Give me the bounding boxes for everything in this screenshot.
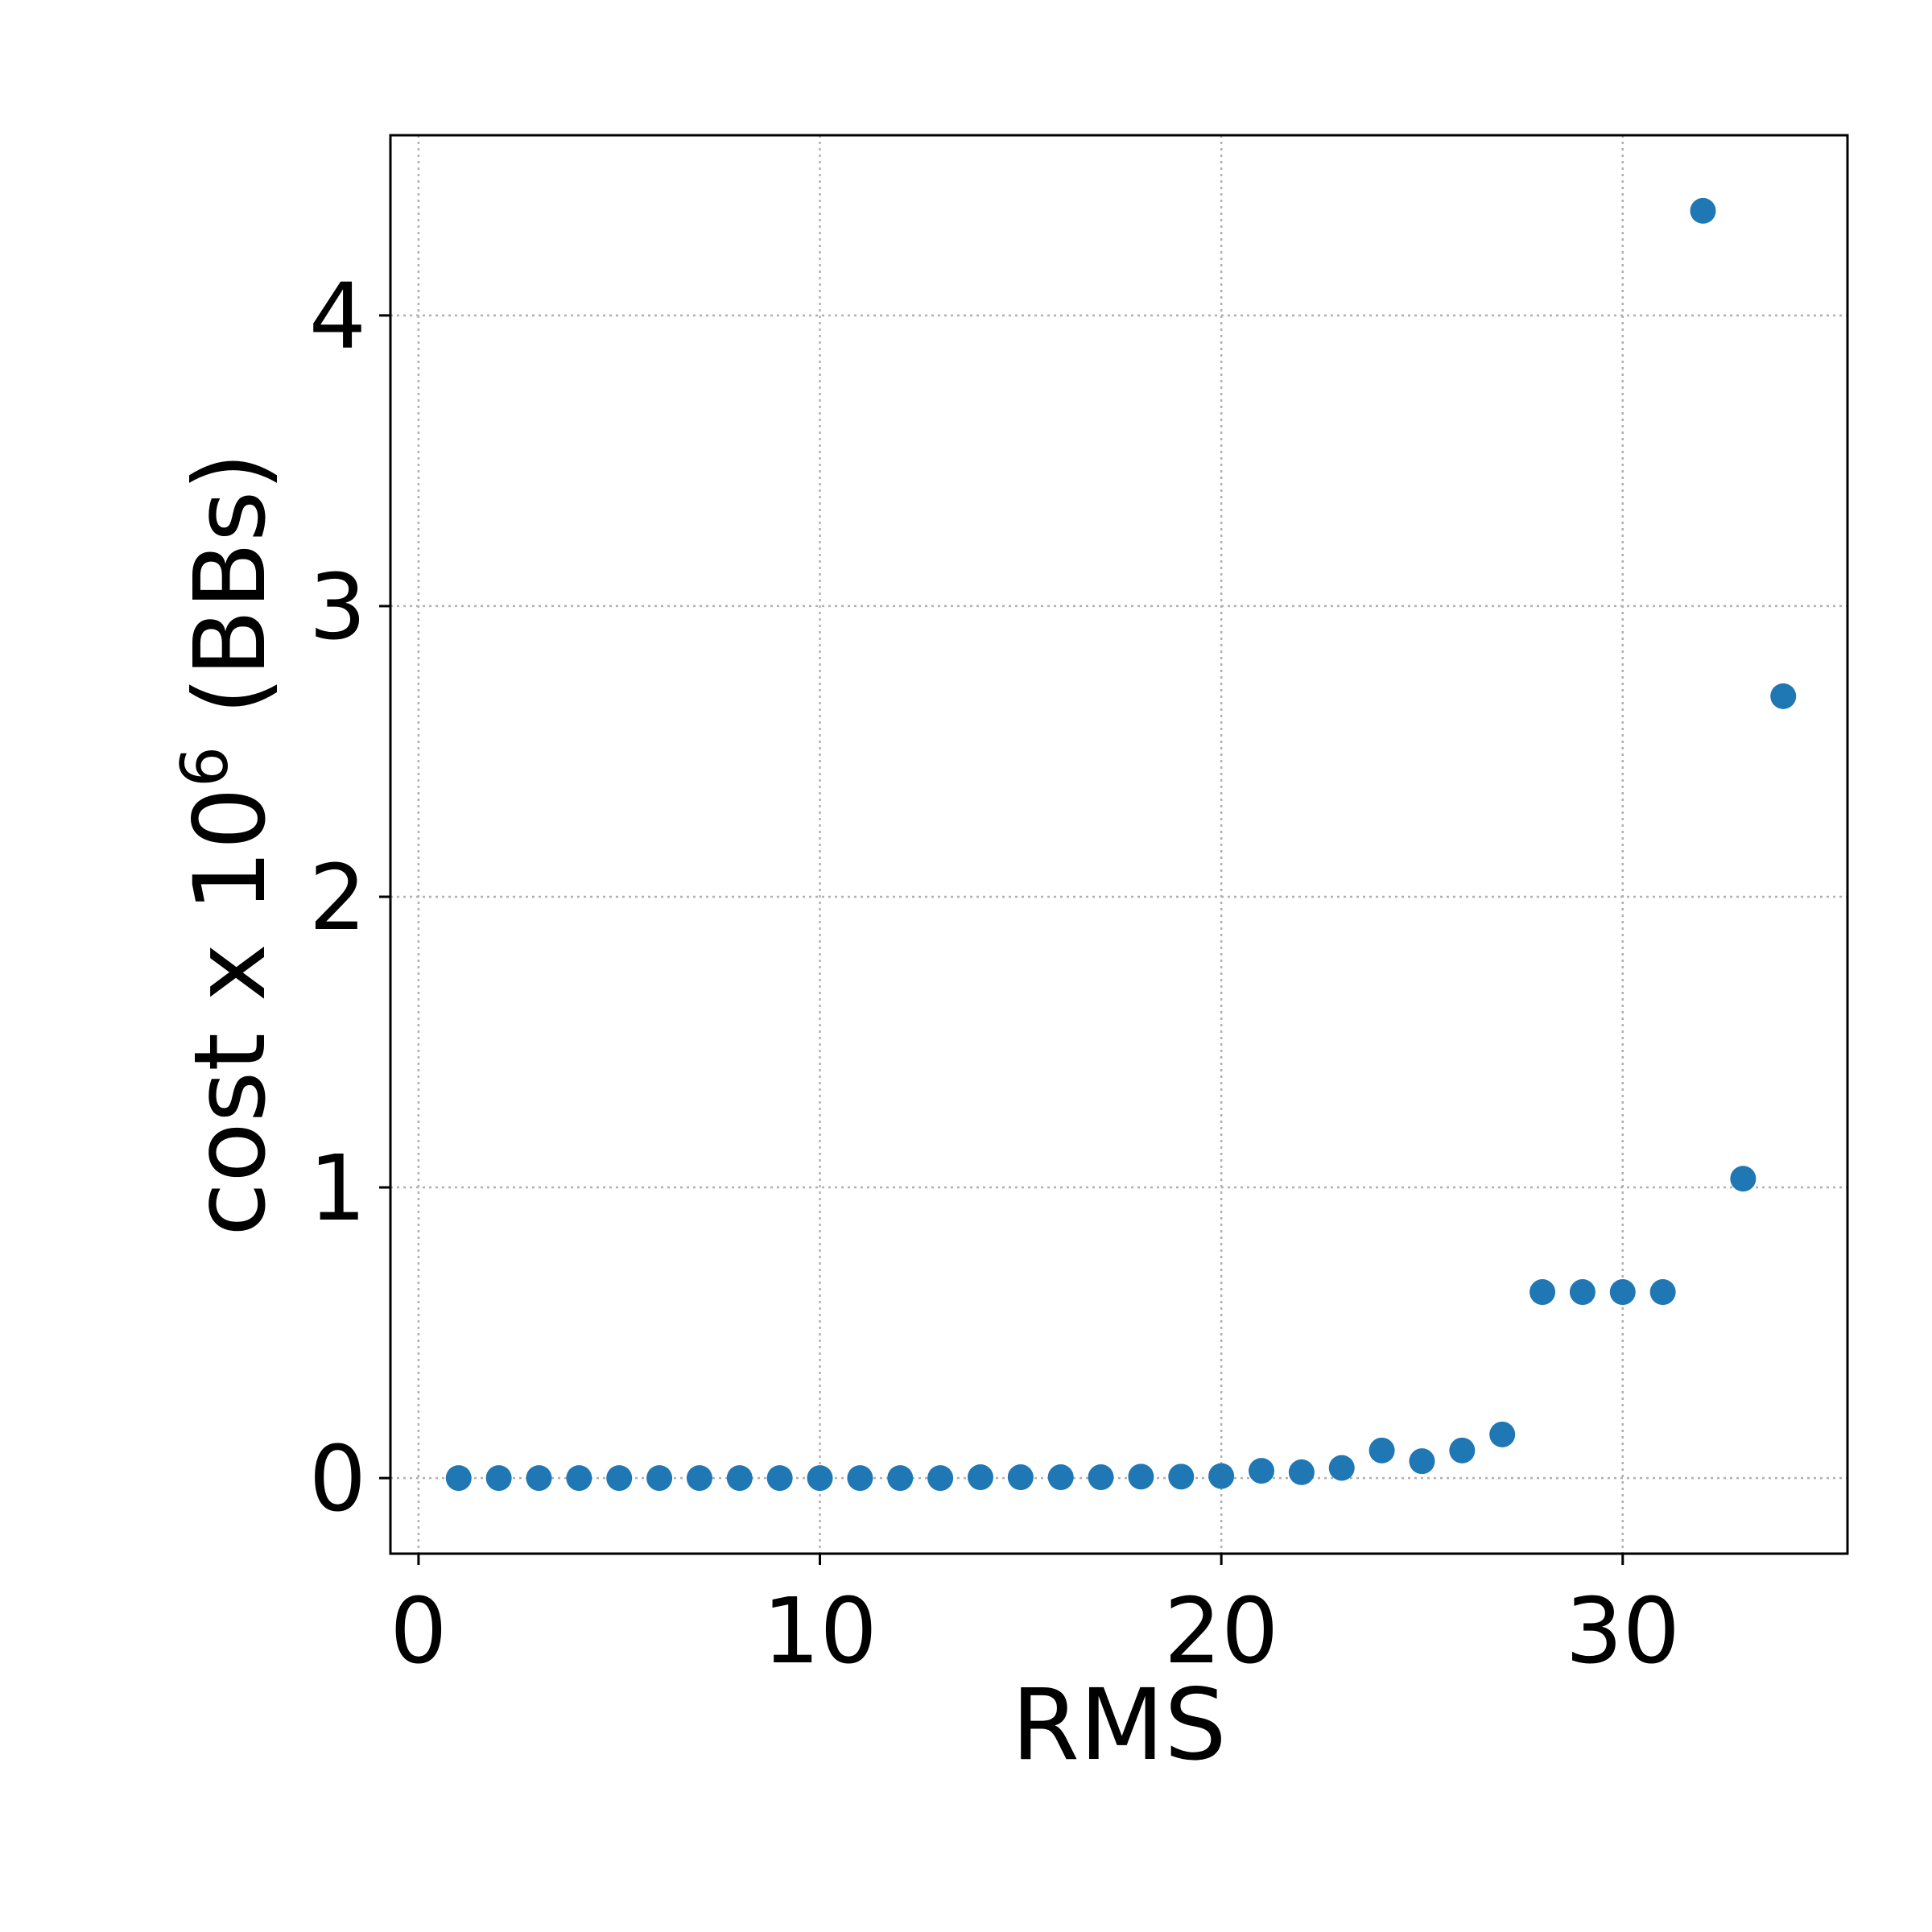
data-point [807, 1465, 833, 1492]
ticks: 0 10 20 30 0 1 2 3 4 [309, 265, 1680, 1684]
data-point [646, 1465, 673, 1492]
data-point [847, 1465, 873, 1492]
y-tick-label: 2 [309, 846, 366, 951]
data-point [1368, 1437, 1395, 1463]
data-point [927, 1465, 954, 1492]
data-points [445, 197, 1797, 1492]
data-point [887, 1465, 914, 1492]
data-point [1007, 1464, 1034, 1491]
grid [390, 135, 1847, 1554]
data-point [1328, 1455, 1355, 1481]
data-point [1770, 683, 1797, 709]
x-tick-label: 10 [762, 1579, 877, 1684]
data-point [566, 1465, 592, 1492]
data-point [1249, 1458, 1275, 1484]
data-point [606, 1465, 633, 1492]
data-point [445, 1465, 472, 1492]
data-point [1649, 1279, 1676, 1306]
y-axis-label-prefix: cost x 10 [173, 787, 287, 1236]
data-point [1489, 1421, 1516, 1447]
data-point [686, 1465, 712, 1492]
data-point [1569, 1279, 1596, 1306]
data-point [1047, 1464, 1074, 1491]
data-point [1609, 1279, 1636, 1306]
data-point [1690, 197, 1716, 224]
data-point [766, 1465, 793, 1492]
y-axis-label-exponent: 6 [167, 746, 242, 787]
data-point [1409, 1448, 1435, 1475]
y-tick-label: 3 [309, 555, 366, 660]
plot-frame [389, 134, 1849, 1555]
data-point [726, 1465, 753, 1492]
data-point [526, 1465, 552, 1492]
data-point [1088, 1464, 1114, 1491]
data-point [967, 1464, 993, 1491]
data-point [1168, 1463, 1195, 1490]
data-point [1530, 1279, 1556, 1306]
data-point [1449, 1437, 1476, 1463]
y-tick-label: 0 [309, 1427, 366, 1532]
data-point [485, 1465, 512, 1492]
y-tick-label: 1 [309, 1137, 366, 1241]
data-point [1288, 1459, 1315, 1485]
x-tick-label: 30 [1566, 1579, 1681, 1684]
y-axis-label-suffix: (BBs) [173, 452, 287, 746]
data-point [1730, 1166, 1757, 1192]
y-tick-label: 4 [309, 265, 366, 369]
x-tick-label: 0 [390, 1579, 447, 1684]
x-axis-label: RMS [1011, 1668, 1226, 1782]
x-tick-label: 20 [1164, 1579, 1279, 1684]
data-point [1208, 1463, 1235, 1489]
y-axis-label: cost x 106 (BBs) [167, 452, 287, 1236]
data-point [1128, 1463, 1154, 1490]
